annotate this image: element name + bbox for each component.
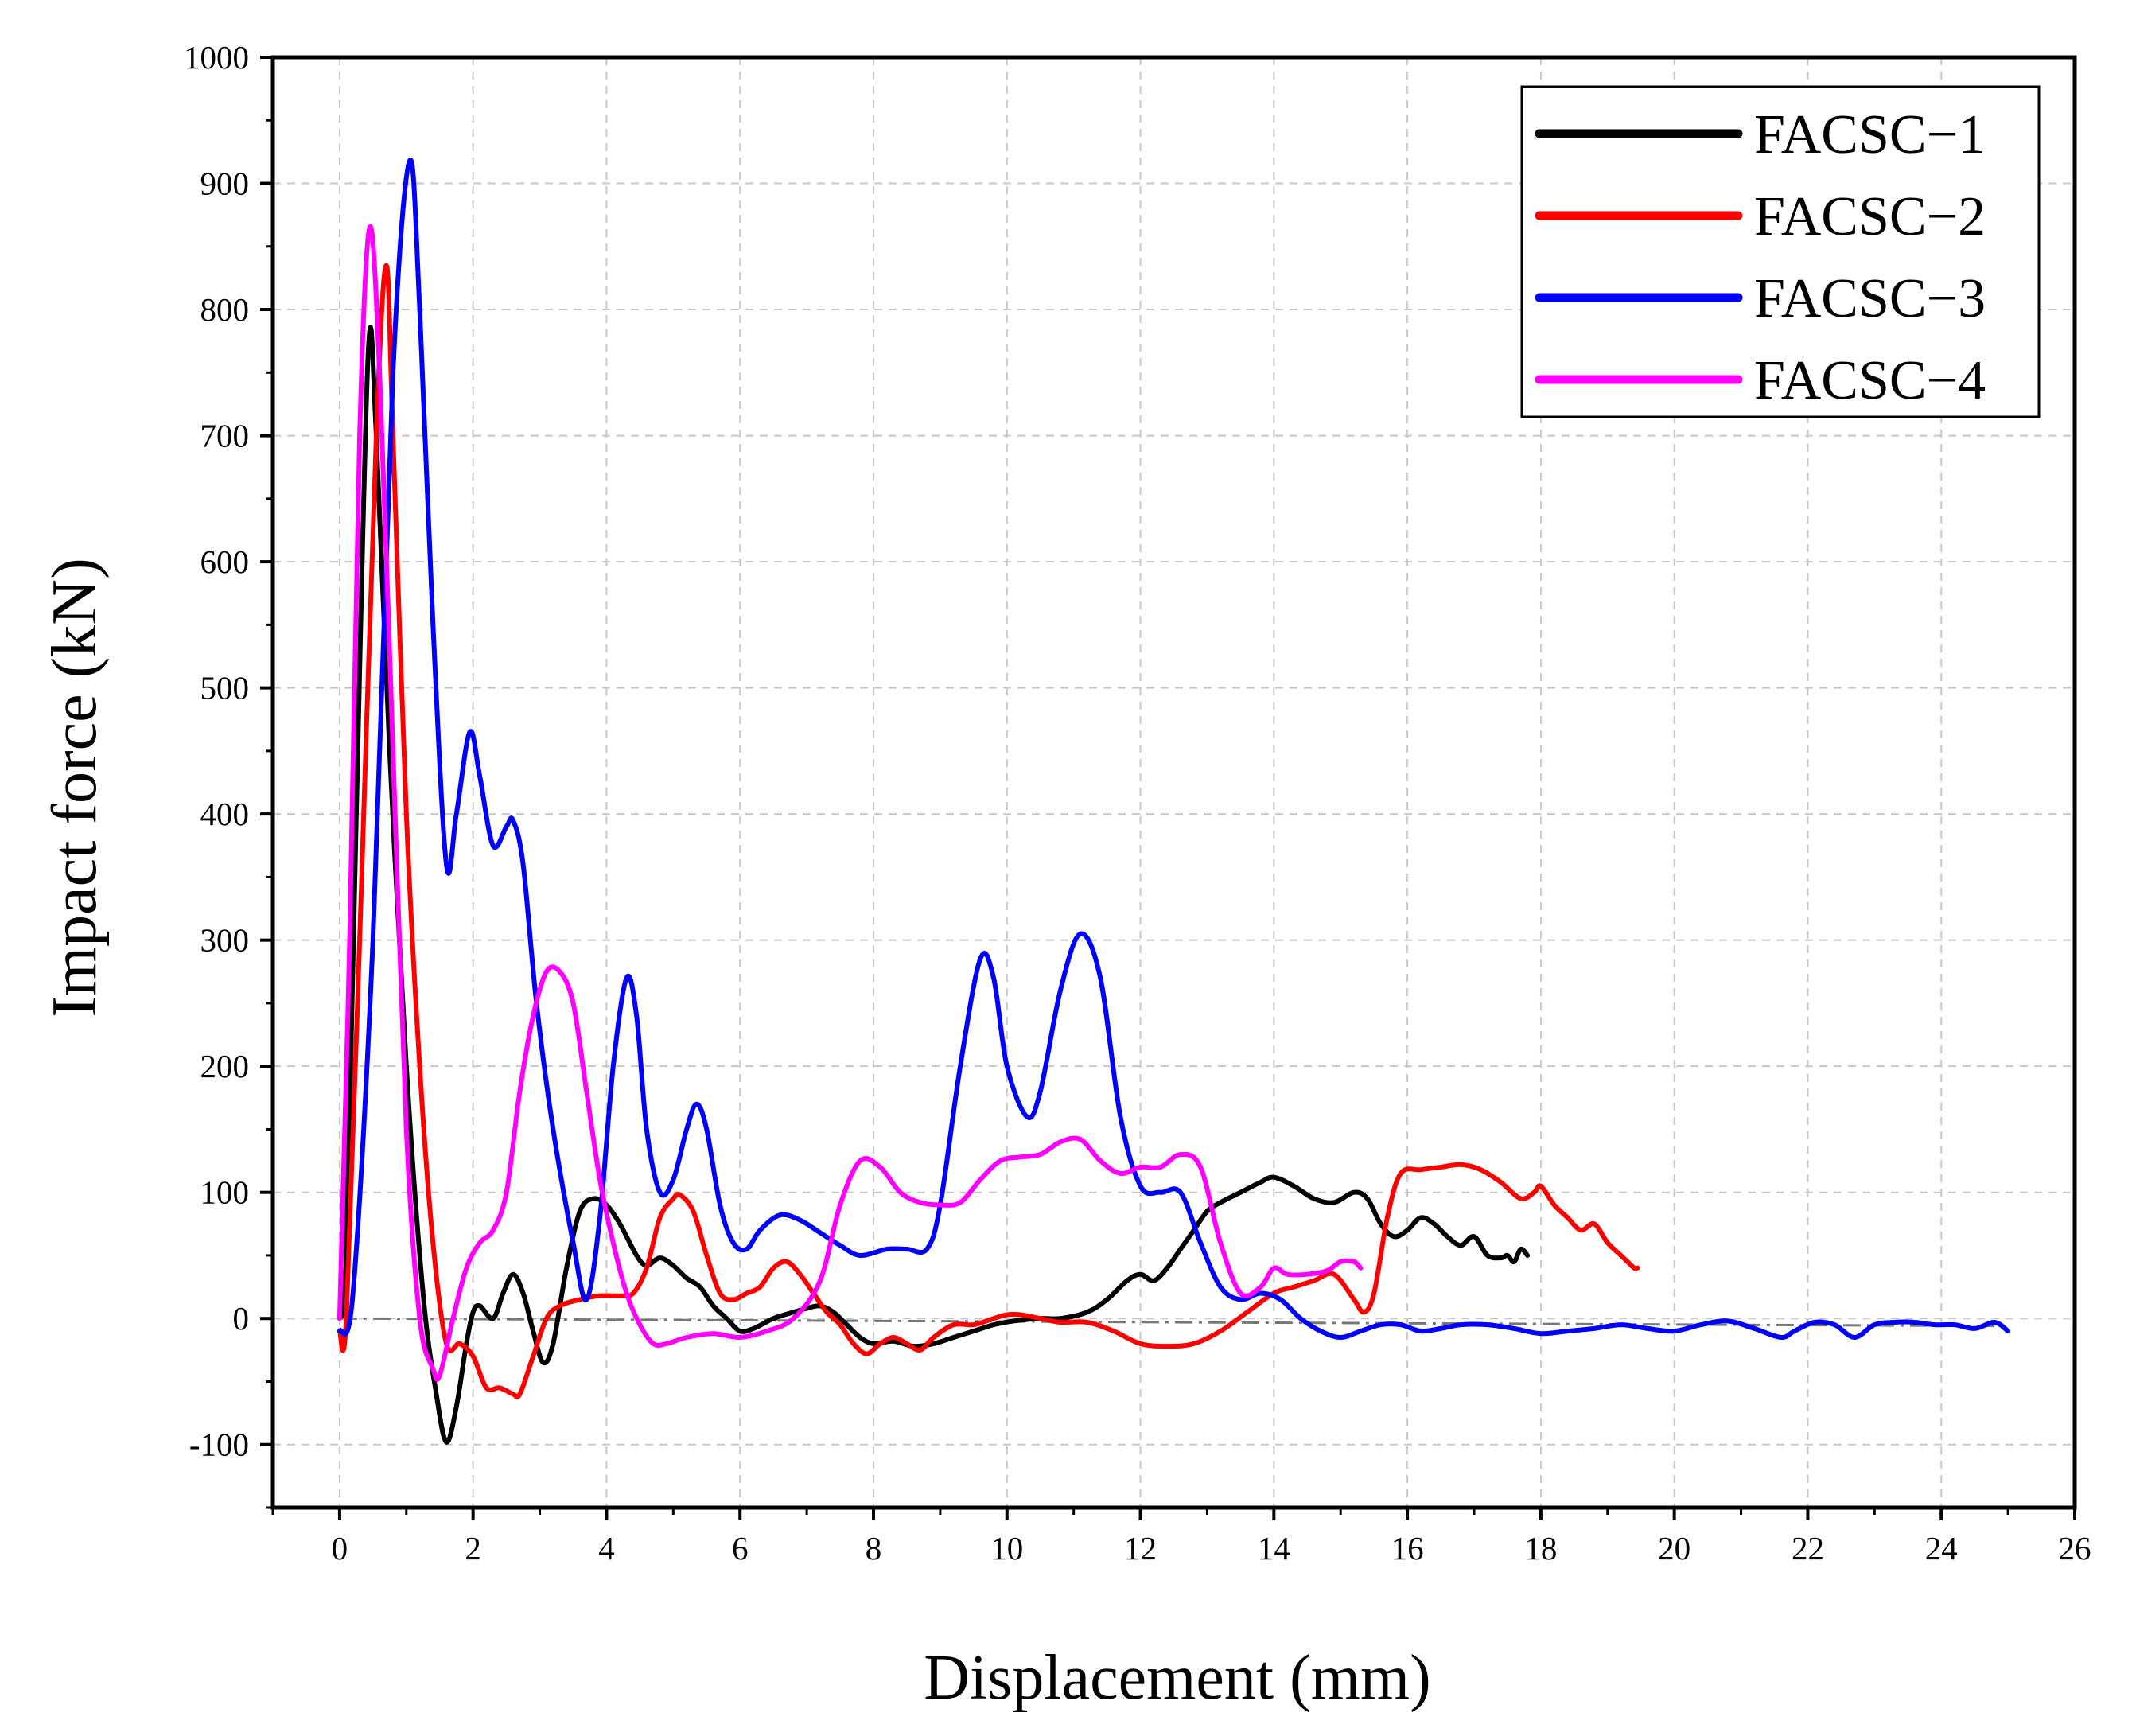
legend: FACSC−1 FACSC−2 FACSC−3 FACSC−4 xyxy=(1520,85,2041,418)
x-tick-label: 0 xyxy=(332,1530,348,1567)
x-tick-label: 26 xyxy=(2059,1530,2091,1567)
y-axis-title: Impact force (kN) xyxy=(40,558,110,1017)
x-tick-label: 24 xyxy=(1925,1530,1958,1567)
y-tick-label: 400 xyxy=(200,796,250,832)
y-tick-label: 700 xyxy=(200,418,250,454)
series-line-facsc-4 xyxy=(337,224,1364,1382)
y-tick-label: 100 xyxy=(200,1174,250,1211)
x-tick-label: 4 xyxy=(598,1530,615,1567)
x-tick-label: 6 xyxy=(732,1530,749,1567)
series-line-facsc-3 xyxy=(337,157,2011,1341)
plot-frame xyxy=(270,55,2077,1510)
x-tick-label: 18 xyxy=(1524,1530,1557,1567)
x-tick-label: 10 xyxy=(990,1530,1023,1567)
legend-label-facsc-1: FACSC−1 xyxy=(1754,104,1986,165)
y-tick-label: 600 xyxy=(200,543,250,580)
x-tick-label: 8 xyxy=(866,1530,882,1567)
series-line-facsc-2 xyxy=(337,263,1640,1400)
x-tick-label: 20 xyxy=(1658,1530,1690,1567)
legend-label-facsc-4: FACSC−4 xyxy=(1754,350,1986,411)
x-tick-label: 22 xyxy=(1792,1530,1824,1567)
tick-labels: 0 2 4 6 8 10 12 14 16 18 20 22 24 26-1000100200300400… xyxy=(184,39,2091,1567)
x-tick-label: 2 xyxy=(465,1530,481,1567)
y-tick-label: 800 xyxy=(200,291,250,328)
legend-label-facsc-2: FACSC−2 xyxy=(1754,186,1986,247)
series-layer xyxy=(337,157,2011,1445)
legend-label-facsc-3: FACSC−3 xyxy=(1754,268,1986,329)
y-tick-label: -100 xyxy=(189,1427,249,1463)
x-axis-title: Displacement (mm) xyxy=(924,1643,1431,1713)
y-tick-label: 900 xyxy=(200,165,250,202)
y-tick-label: 0 xyxy=(233,1300,250,1337)
x-tick-label: 12 xyxy=(1124,1530,1157,1567)
y-tick-label: 300 xyxy=(200,922,250,959)
y-tick-label: 200 xyxy=(200,1048,250,1084)
y-tick-label: 500 xyxy=(200,670,250,706)
zero-baseline xyxy=(339,1317,2009,1328)
legend-box xyxy=(1520,85,2041,418)
y-tick-label: 1000 xyxy=(184,39,249,76)
x-tick-label: 14 xyxy=(1258,1530,1290,1567)
x-tick-label: 16 xyxy=(1391,1530,1424,1567)
